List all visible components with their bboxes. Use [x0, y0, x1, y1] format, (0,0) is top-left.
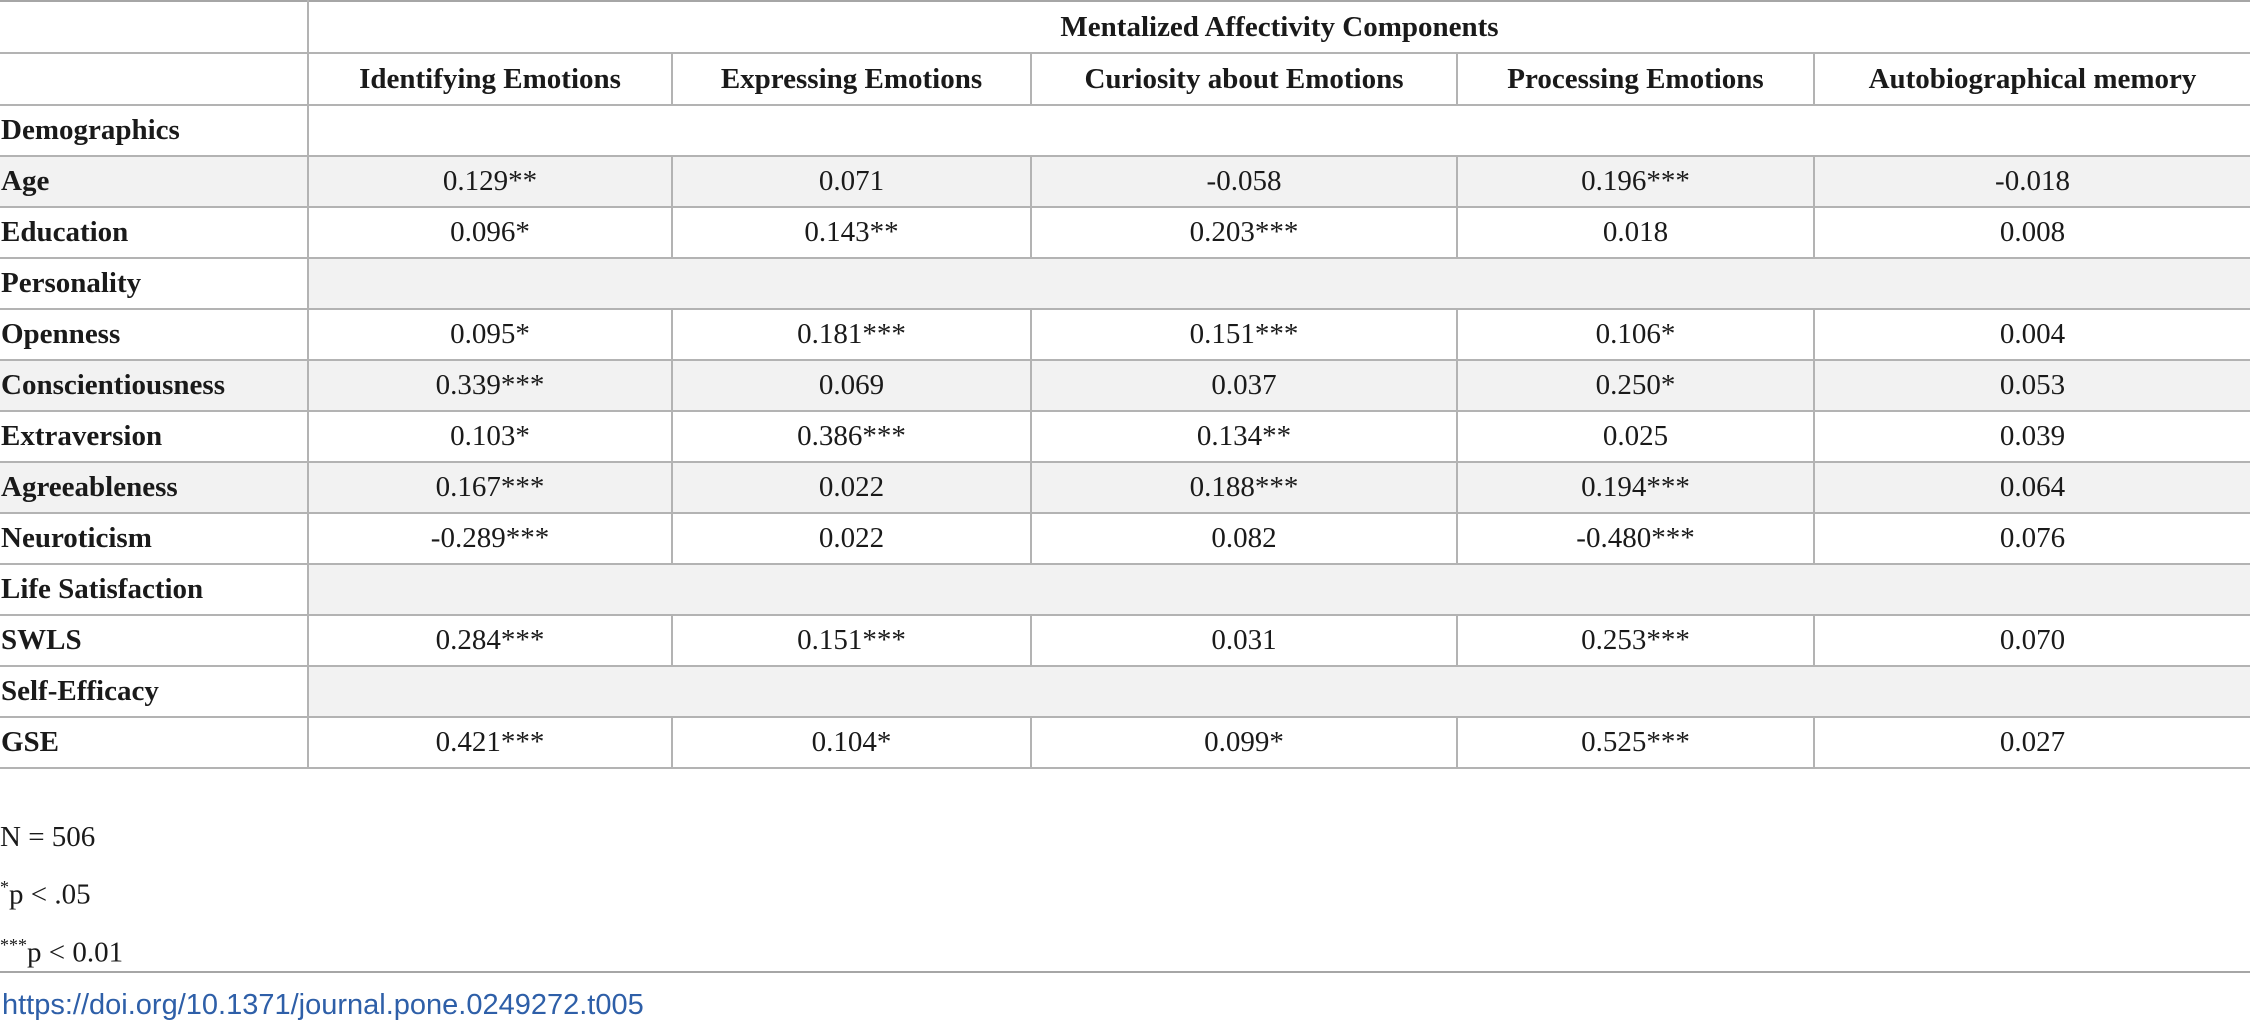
table-cell: 0.181***	[671, 308, 1032, 361]
table-cell: 0.421***	[307, 716, 673, 769]
table-cell: 0.095*	[307, 308, 673, 361]
row-label: Education	[0, 206, 309, 259]
table-cell: 0.064	[1812, 461, 2250, 514]
table-cell: 0.386***	[671, 410, 1032, 463]
table-cell: 0.022	[671, 512, 1032, 565]
column-header-row: Identifying Emotions Expressing Emotions…	[0, 52, 2250, 106]
significance-text: p < .05	[9, 878, 91, 911]
section-spacer	[306, 563, 2250, 616]
table-cell: -0.289***	[307, 512, 673, 565]
table-row: Education 0.096* 0.143** 0.203*** 0.018 0.008	[0, 206, 2250, 259]
table-notes: N = 506 *p < .05 ***p < 0.01	[0, 812, 123, 977]
column-header: Identifying Emotions	[307, 52, 673, 106]
significance-mark: *	[0, 877, 9, 897]
table-row: Agreeableness 0.167*** 0.022 0.188*** 0.194*…	[0, 461, 2250, 514]
table-cell: -0.018	[1812, 155, 2250, 208]
table-cell: 0.143**	[671, 206, 1032, 259]
section-row: Life Satisfaction	[0, 563, 2250, 616]
table-cell: 0.103*	[307, 410, 673, 463]
row-label: GSE	[0, 716, 309, 769]
section-row: Self-Efficacy	[0, 665, 2250, 718]
doi-link[interactable]: https://doi.org/10.1371/journal.pone.024…	[2, 989, 644, 1021]
table-cell: 0.253***	[1456, 614, 1815, 667]
table-cell: 0.134**	[1030, 410, 1458, 463]
section-spacer	[306, 257, 2250, 310]
table-cell: -0.480***	[1456, 512, 1815, 565]
group-header-row: Mentalized Affectivity Components	[0, 0, 2250, 54]
table-cell: 0.104*	[671, 716, 1032, 769]
group-header: Mentalized Affectivity Components	[306, 0, 2250, 54]
header-corner	[0, 0, 309, 54]
row-label: Conscientiousness	[0, 359, 309, 412]
table-cell: 0.250*	[1456, 359, 1815, 412]
table-cell: 0.076	[1812, 512, 2250, 565]
table-cell: 0.167***	[307, 461, 673, 514]
table-row: Age 0.129** 0.071 -0.058 0.196*** -0.018	[0, 155, 2250, 208]
row-label: Extraversion	[0, 410, 309, 463]
section-label: Life Satisfaction	[0, 563, 309, 616]
table-cell: 0.070	[1812, 614, 2250, 667]
table-cell: 0.039	[1812, 410, 2250, 463]
significance-note: ***p < 0.01	[0, 920, 123, 978]
table-cell: 0.151***	[671, 614, 1032, 667]
table-row: Openness 0.095* 0.181*** 0.151*** 0.106* 0.00…	[0, 308, 2250, 361]
significance-mark: ***	[0, 934, 27, 955]
table-cell: 0.339***	[307, 359, 673, 412]
table-row: Conscientiousness 0.339*** 0.069 0.037 0.250…	[0, 359, 2250, 412]
table-cell: 0.018	[1456, 206, 1815, 259]
significance-note: *p < .05	[0, 862, 123, 920]
table-row: Neuroticism -0.289*** 0.022 0.082 -0.480*** 0…	[0, 512, 2250, 565]
table-cell: 0.099*	[1030, 716, 1458, 769]
table-row: SWLS 0.284*** 0.151*** 0.031 0.253*** 0.070	[0, 614, 2250, 667]
sample-size-note: N = 506	[0, 821, 96, 853]
header-corner-sub	[0, 52, 309, 106]
column-header: Autobiographical memory	[1812, 52, 2250, 106]
table-cell: 0.284***	[307, 614, 673, 667]
row-label: Age	[0, 155, 309, 208]
table-cell: 0.082	[1030, 512, 1458, 565]
row-label: Agreeableness	[0, 461, 309, 514]
table-cell: 0.069	[671, 359, 1032, 412]
table-row: Extraversion 0.103* 0.386*** 0.134** 0.025 0.…	[0, 410, 2250, 463]
table-cell: 0.106*	[1456, 308, 1815, 361]
table-cell: -0.058	[1030, 155, 1458, 208]
table-body: Demographics Age 0.129** 0.071 -0.058 0.196**…	[0, 104, 2250, 769]
table-cell: 0.031	[1030, 614, 1458, 667]
table-cell: 0.188***	[1030, 461, 1458, 514]
table-cell: 0.151***	[1030, 308, 1458, 361]
table-cell: 0.022	[671, 461, 1032, 514]
table-cell: 0.525***	[1456, 716, 1815, 769]
section-label: Demographics	[0, 104, 309, 157]
table-cell: 0.071	[671, 155, 1032, 208]
section-label: Personality	[0, 257, 309, 310]
table-cell: 0.194***	[1456, 461, 1815, 514]
table-cell: 0.008	[1812, 206, 2250, 259]
footer-divider	[0, 971, 2250, 973]
table-cell: 0.037	[1030, 359, 1458, 412]
section-spacer	[306, 665, 2250, 718]
table-cell: 0.053	[1812, 359, 2250, 412]
row-label: Openness	[0, 308, 309, 361]
row-label: Neuroticism	[0, 512, 309, 565]
table-cell: 0.196***	[1456, 155, 1815, 208]
significance-text: p < 0.01	[27, 936, 124, 969]
column-header: Expressing Emotions	[671, 52, 1032, 106]
table-cell: 0.096*	[307, 206, 673, 259]
section-label: Self-Efficacy	[0, 665, 309, 718]
section-spacer	[306, 104, 2250, 157]
table-cell: 0.004	[1812, 308, 2250, 361]
column-header: Curiosity about Emotions	[1030, 52, 1458, 106]
table-cell: 0.027	[1812, 716, 2250, 769]
column-header: Processing Emotions	[1456, 52, 1815, 106]
section-row: Demographics	[0, 104, 2250, 157]
correlation-table: Mentalized Affectivity Components Identi…	[0, 0, 2250, 769]
table-cell: 0.203***	[1030, 206, 1458, 259]
table-cell: 0.025	[1456, 410, 1815, 463]
table-row: GSE 0.421*** 0.104* 0.099* 0.525*** 0.027	[0, 716, 2250, 769]
section-row: Personality	[0, 257, 2250, 310]
table-cell: 0.129**	[307, 155, 673, 208]
row-label: SWLS	[0, 614, 309, 667]
